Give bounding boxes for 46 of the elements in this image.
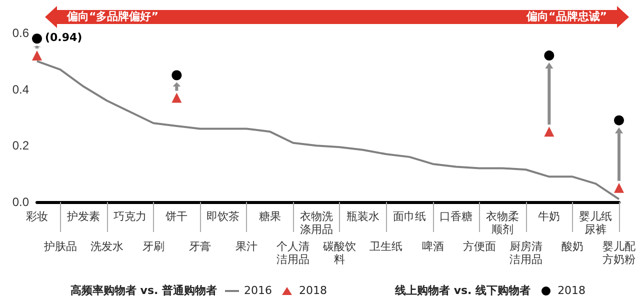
x-tick-label: 彩妆: [26, 210, 48, 223]
point: [544, 126, 554, 137]
x-tick-label: 牙膏: [188, 240, 211, 253]
text: 高频率购物者 vs. 普通购物者: [70, 283, 217, 298]
legend-label: 2018: [299, 284, 327, 297]
point: [614, 182, 624, 193]
y-tick-label: 0.6: [12, 26, 30, 40]
x-tick-label: 厨房清洁用品: [509, 240, 542, 266]
x-tick-label: 方便面: [462, 240, 496, 253]
x-tick-label: 饼干: [164, 210, 188, 223]
x-tick-label: 卫生纸: [370, 240, 403, 253]
x-tick-label: 糖果: [258, 210, 281, 223]
x-tick-label: 个人清洁用品: [276, 240, 310, 266]
text: 偏向“多品牌偏好”: [67, 9, 158, 24]
text: 线上购物者 vs. 线下购物者: [395, 283, 531, 298]
legend-label: 2016: [244, 284, 272, 297]
legend-label: 2018: [558, 284, 586, 297]
x-tick-label: 衣物洗涤用品: [300, 210, 333, 236]
x-tick-label: 护肤品: [42, 240, 77, 253]
annotation: (0.94): [45, 30, 82, 44]
point: [172, 92, 182, 103]
y-tick-label: 0.0: [12, 195, 30, 209]
x-tick-label: 衣物柔顺剂: [486, 210, 520, 236]
point: [614, 115, 624, 126]
x-tick-label: 洗发水: [90, 240, 124, 253]
point: [32, 50, 42, 61]
x-tick-label: 护发素: [66, 210, 100, 223]
x-tick-label: 面巾纸: [392, 210, 426, 223]
x-tick-label: 碳酸饮料: [322, 240, 356, 266]
x-tick-label: 啤酒: [422, 240, 444, 253]
point: [32, 34, 42, 44]
x-tick-label: 牛奶: [538, 210, 560, 223]
point: [544, 50, 554, 61]
x-tick-label: 瓶装水: [346, 210, 380, 223]
text: 偏向“品牌忠诚”: [526, 9, 607, 24]
x-tick-label: 巧克力: [114, 210, 147, 223]
x-tick-label: 婴儿纸尿裤: [579, 210, 612, 236]
x-tick-label: 果汁: [236, 240, 258, 253]
x-tick-label: 酸奶: [561, 240, 584, 253]
x-tick-label: 牙刷: [142, 240, 164, 253]
y-tick-label: 0.2: [12, 138, 30, 153]
x-tick-label: 即饮茶: [206, 210, 240, 223]
point: [172, 70, 182, 80]
x-tick-label: 婴儿配方奶粉: [602, 240, 636, 266]
x-tick-label: 口香糖: [440, 210, 473, 223]
y-tick-label: 0.4: [12, 82, 30, 96]
